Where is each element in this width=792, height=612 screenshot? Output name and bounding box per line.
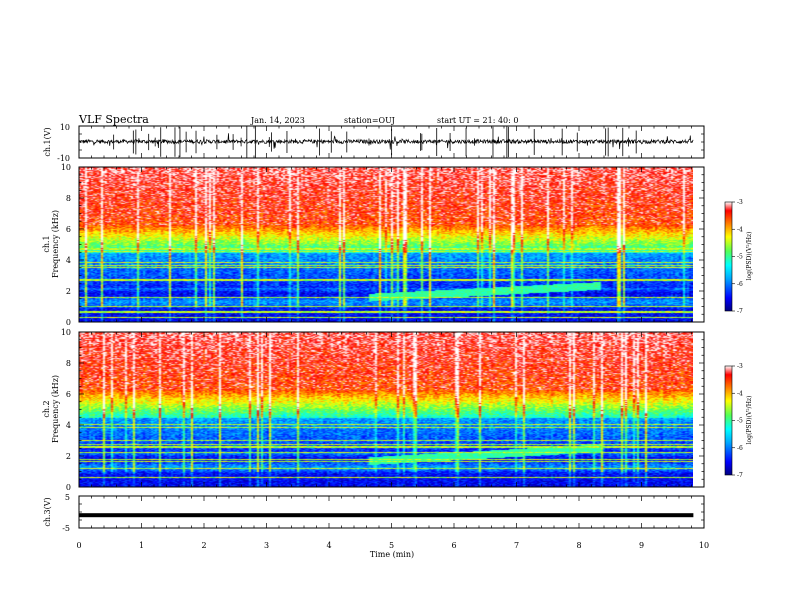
time-axis-tick-labels: 0 1 2 3 4 5 6 7 8 9 10 [76,541,709,550]
time-tick-label: 0 [76,541,81,550]
colorbar-tick-label: -7 [737,308,743,315]
header-date: Jan. 14, 2023 [250,116,305,125]
colorbar-tick-label: -3 [737,363,743,370]
ch2-colorbar: -3 -4 -5 -6 -7 log(PSD)(V²/Hz) [724,363,753,479]
freq-tick-label: 2 [66,287,71,296]
colorbar-tick-label: -7 [737,472,743,479]
ch1-spectrogram-panel: 0 2 4 6 8 10 ch.1 Frequency (kHz) -3 -4 -5 -6 -7 … [42,163,753,327]
time-tick-label: 3 [264,541,269,550]
colorbar-tick-label: -3 [737,199,743,206]
freq-tick-label: 10 [61,163,71,172]
ch3-ytick-top: 5 [65,493,70,502]
ch2-spectrogram-image [79,332,693,487]
ch1-waveform-trace [78,126,694,158]
freq-tick-label: 4 [66,421,71,430]
ch1-ytick-bottom: -10 [57,154,70,163]
ch1-spectrogram-yticks: 0 2 4 6 8 10 [61,163,704,327]
freq-tick-label: 6 [66,225,71,234]
ch3-waveform-trace [79,513,694,518]
ch1-spec-ylabel-channel: ch.1 [42,235,51,252]
time-tick-label: 10 [699,541,709,550]
freq-tick-label: 10 [61,328,71,337]
colorbar-tick-label: -4 [737,226,743,233]
freq-tick-label: 4 [66,256,71,265]
ch1-spec-ylabel-frequency: Frequency (kHz) [51,210,60,278]
ch2-spec-ylabel-channel: ch.2 [42,400,51,417]
time-tick-label: 1 [139,541,144,550]
ch1-spectrogram-image [79,167,693,322]
ch2-colorbar-label: log(PSD)(V²/Hz) [746,396,753,445]
ch3-waveform-panel: 5 -5 ch.3(V) [43,493,705,533]
colorbar-tick-label: -6 [737,281,743,288]
time-tick-label: 8 [576,541,581,550]
freq-tick-label: 0 [66,483,71,492]
header-start-ut: start UT = 21: 40: 0 [437,116,518,125]
ch2-spectrogram-yticks: 0 2 4 6 8 10 [61,328,704,492]
ch3-ytick-bottom: -5 [62,524,70,533]
time-tick-label: 9 [639,541,644,550]
freq-tick-label: 6 [66,390,71,399]
figure-title: VLF Spectra [78,113,149,126]
time-tick-label: 5 [389,541,394,550]
time-tick-label: 6 [451,541,456,550]
time-tick-label: 7 [514,541,519,550]
ch2-spectrogram-panel: 0 2 4 6 8 10 ch.2 Frequency (kHz) -3 -4 -5 -6 -7 … [42,328,753,492]
ch1-ytick-top: 10 [60,123,70,132]
ch1-ylabel: ch.1(V) [43,127,52,156]
time-axis-ticks [78,125,705,529]
colorbar-tick-label: -4 [737,390,743,397]
colorbar-tick-label: -6 [737,445,743,452]
time-tick-label: 2 [201,541,206,550]
colorbar-tick-label: -5 [737,418,743,425]
ch1-colorbar: -3 -4 -5 -6 -7 log(PSD)(V²/Hz) [724,199,753,315]
ch1-colorbar-label: log(PSD)(V²/Hz) [746,232,753,281]
time-tick-label: 4 [326,541,331,550]
freq-tick-label: 2 [66,452,71,461]
colorbar-tick-label: -5 [737,254,743,261]
freq-tick-label: 8 [66,359,71,368]
ch3-ylabel: ch.3(V) [43,497,52,526]
time-axis-label: Time (min) [370,550,414,559]
freq-tick-label: 0 [66,318,71,327]
freq-tick-label: 8 [66,194,71,203]
header-station: station=OUJ [344,116,395,125]
ch1-waveform-panel: 10 -10 ch.1(V) [43,123,705,163]
ch2-spec-ylabel-frequency: Frequency (kHz) [51,375,60,443]
